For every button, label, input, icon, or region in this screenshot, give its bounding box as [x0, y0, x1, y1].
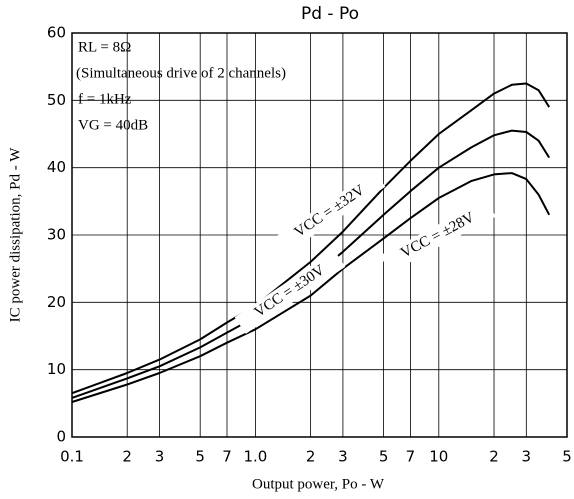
annotation: RL = 8Ω — [78, 39, 131, 55]
series-line — [71, 172, 551, 403]
y-tick-label: 30 — [47, 226, 66, 244]
annotation: f = 1kHz — [78, 91, 132, 107]
annotation: VG = 40dB — [78, 117, 148, 133]
x-tick-label: 2 — [122, 448, 132, 466]
x-tick-label: 5 — [195, 448, 205, 466]
x-tick-label: 7 — [406, 448, 416, 466]
label-bg — [234, 250, 346, 334]
label-bg — [274, 170, 386, 254]
y-tick-label: 20 — [47, 293, 66, 311]
x-tick-label: 0.1 — [60, 448, 84, 466]
y-tick-label: 10 — [47, 360, 66, 378]
x-tick-label: 3 — [522, 448, 532, 466]
y-tick-label: 50 — [47, 91, 66, 109]
x-tick-label: 1.0 — [243, 448, 267, 466]
x-tick-label: 3 — [155, 448, 165, 466]
x-axis-label: Output power, Po - W — [252, 476, 385, 492]
annotation: (Simultaneous drive of 2 channels) — [76, 65, 286, 81]
x-tick-label: 7 — [222, 448, 232, 466]
y-tick-label: 0 — [56, 428, 66, 446]
label-bg — [380, 199, 496, 273]
x-tick-label: 10 — [429, 448, 448, 466]
chart-title: Pd - Po — [301, 4, 359, 24]
series-line — [71, 129, 551, 399]
y-tick-label: 40 — [47, 158, 66, 176]
y-axis-label: IC power dissipation, Pd - W — [7, 147, 23, 323]
x-tick-label: 5 — [562, 448, 572, 466]
x-tick-label: 2 — [489, 448, 499, 466]
y-tick-label: 60 — [47, 24, 66, 42]
x-tick-label: 3 — [338, 448, 348, 466]
x-tick-label: 2 — [306, 448, 316, 466]
series-label: VCC = ±32V — [292, 182, 368, 241]
x-tick-label: 5 — [379, 448, 389, 466]
